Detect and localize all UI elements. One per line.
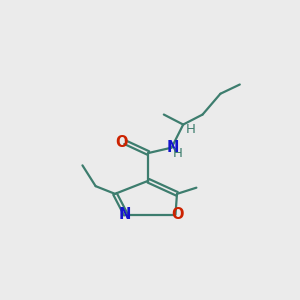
Text: H: H <box>186 123 196 136</box>
Text: N: N <box>167 140 179 155</box>
Text: O: O <box>171 207 183 222</box>
Text: H: H <box>173 147 183 160</box>
Text: O: O <box>116 135 128 150</box>
Text: N: N <box>119 207 131 222</box>
